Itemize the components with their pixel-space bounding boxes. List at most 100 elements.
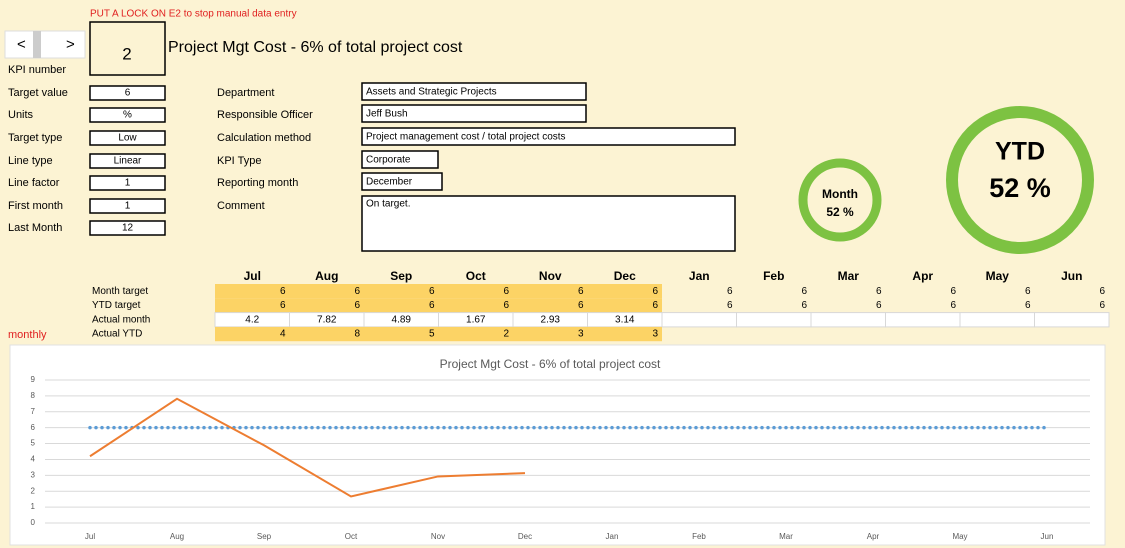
- month-header: May: [986, 269, 1010, 283]
- cell: [364, 284, 439, 299]
- cell-value: 6: [429, 300, 435, 311]
- cell-value: 3.14: [615, 314, 635, 325]
- setting-label: Target type: [8, 132, 62, 144]
- next-button[interactable]: >: [66, 36, 75, 53]
- cell: [364, 326, 439, 342]
- chart-area: [9, 344, 1106, 546]
- detail-label: Comment: [217, 200, 265, 212]
- setting-label: First month: [8, 200, 63, 212]
- cell: [513, 298, 588, 313]
- x-tick-label: Oct: [345, 532, 358, 541]
- cell: [959, 312, 1035, 328]
- setting-label: Line factor: [8, 177, 60, 189]
- detail-value: Assets and Strategic Projects: [366, 87, 497, 98]
- y-tick-label: 8: [31, 391, 36, 400]
- detail-value: On target.: [366, 199, 410, 210]
- x-tick-label: Feb: [692, 532, 706, 541]
- cell: [587, 298, 662, 313]
- detail-box: [361, 104, 587, 123]
- detail-box: [361, 82, 587, 101]
- row-label: Actual month: [92, 314, 150, 325]
- kpi-spinner[interactable]: [4, 30, 86, 59]
- cell-value: 6: [727, 286, 733, 297]
- kpi-label: KPI number: [8, 64, 66, 76]
- cell-value: 6: [503, 300, 509, 311]
- month-header: Nov: [539, 269, 562, 283]
- month-header: Sep: [390, 269, 412, 283]
- x-tick-label: Jan: [606, 532, 619, 541]
- cell-value: 6: [1099, 286, 1105, 297]
- cell-value: 6: [801, 286, 807, 297]
- cell-value: 6: [578, 286, 584, 297]
- setting-value: %: [123, 110, 132, 121]
- detail-box: [361, 195, 736, 252]
- cell-value: 6: [801, 300, 807, 311]
- row-label: Actual YTD: [92, 329, 142, 340]
- cell-value: 6: [1099, 300, 1105, 311]
- cell: [810, 312, 886, 328]
- cell: [513, 284, 588, 299]
- detail-box: [361, 127, 736, 146]
- setting-box: [89, 220, 166, 236]
- ytd-gauge-label: YTD: [995, 138, 1045, 166]
- x-tick-label: May: [952, 532, 967, 541]
- setting-value: Low: [118, 133, 137, 144]
- cell-value: 6: [280, 300, 286, 311]
- month-header: Mar: [838, 269, 860, 283]
- detail-label: KPI Type: [217, 155, 261, 167]
- setting-value: Linear: [114, 156, 142, 167]
- cell: [661, 312, 737, 328]
- cell: [215, 284, 290, 299]
- detail-value: Jeff Bush: [366, 109, 408, 120]
- setting-label: Line type: [8, 155, 53, 167]
- detail-label: Calculation method: [217, 132, 311, 144]
- cell-value: 4: [280, 329, 286, 340]
- cell: [438, 284, 513, 299]
- cell: [513, 326, 588, 342]
- cell-value: 6: [429, 286, 435, 297]
- row-label: YTD target: [92, 300, 141, 311]
- y-tick-label: 9: [31, 375, 36, 384]
- month-header: Feb: [763, 269, 784, 283]
- detail-box: [361, 172, 443, 191]
- cell-value: 6: [652, 286, 658, 297]
- setting-value: 1: [125, 201, 131, 212]
- series-line: [89, 397, 526, 498]
- cell: [289, 326, 364, 342]
- cell-value: 6: [876, 300, 882, 311]
- cell: [885, 312, 961, 328]
- y-tick-label: 2: [31, 486, 36, 495]
- cell-value: 6: [652, 300, 658, 311]
- cell-value: 6: [727, 300, 733, 311]
- setting-box: [89, 175, 166, 191]
- setting-box: [89, 107, 166, 123]
- row-label: Month target: [92, 286, 148, 297]
- cell: [289, 284, 364, 299]
- x-tick-label: Aug: [170, 532, 184, 541]
- setting-box: [89, 198, 166, 214]
- spinner-thumb: [33, 31, 41, 58]
- cell-value: 4.2: [245, 314, 259, 325]
- setting-label: Target value: [8, 87, 68, 99]
- prev-button[interactable]: <: [17, 36, 26, 53]
- detail-box: [361, 150, 439, 169]
- detail-value: Project management cost / total project …: [366, 132, 566, 143]
- kpi-title: Project Mgt Cost - 6% of total project c…: [168, 39, 463, 56]
- x-tick-label: Mar: [779, 532, 793, 541]
- cell: [215, 298, 290, 313]
- ytd-gauge-value: 52 %: [989, 173, 1051, 203]
- cell: [364, 298, 439, 313]
- cell-value: 6: [950, 300, 956, 311]
- cell: [1034, 312, 1110, 328]
- kpi-number: 2: [122, 44, 131, 63]
- setting-box: [89, 153, 166, 169]
- y-tick-label: 6: [31, 423, 36, 432]
- setting-label: Last Month: [8, 222, 62, 234]
- month-gauge-value: 52 %: [826, 205, 854, 219]
- month-ring: [798, 158, 882, 242]
- detail-value: Corporate: [366, 155, 411, 166]
- cell-value: 2: [503, 329, 509, 340]
- cell: [289, 298, 364, 313]
- month-header: Aug: [315, 269, 338, 283]
